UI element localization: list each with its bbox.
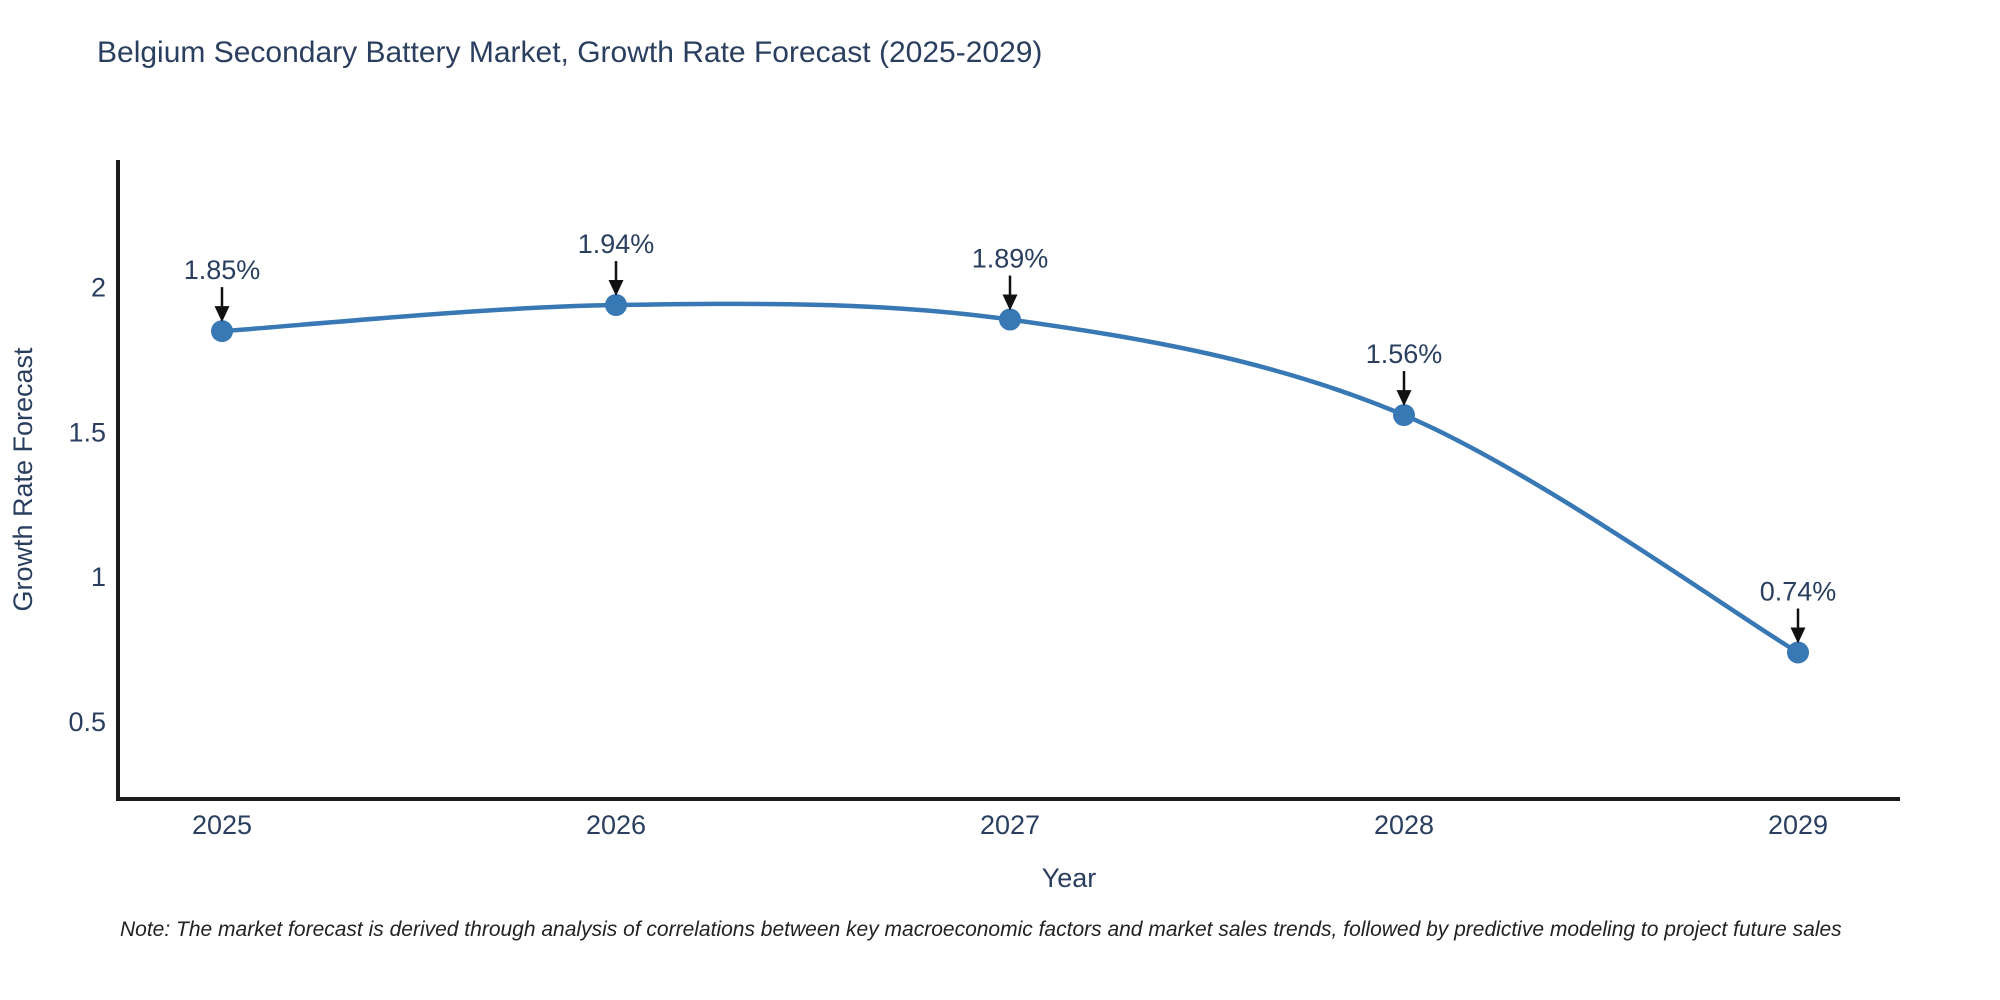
data-point-marker bbox=[999, 308, 1021, 331]
data-point-marker bbox=[1787, 641, 1809, 664]
annotation-label: 1.89% bbox=[972, 244, 1049, 274]
y-tick-label: 1 bbox=[91, 562, 106, 592]
annotation-arrowhead bbox=[214, 306, 230, 323]
x-tick-label: 2029 bbox=[1768, 810, 1828, 840]
annotation-label: 0.74% bbox=[1760, 576, 1837, 606]
y-tick-label: 2 bbox=[91, 273, 106, 303]
y-axis-title: Growth Rate Forecast bbox=[8, 347, 38, 612]
annotation-label: 1.56% bbox=[1366, 339, 1443, 369]
y-tick-label: 1.5 bbox=[68, 417, 106, 447]
x-tick-label: 2027 bbox=[980, 810, 1040, 840]
series-line bbox=[219, 301, 1801, 655]
y-tick-label: 0.5 bbox=[68, 707, 106, 737]
data-point-marker bbox=[605, 294, 627, 317]
annotation-arrowhead bbox=[1790, 627, 1806, 644]
annotation-label: 1.85% bbox=[184, 255, 261, 285]
annotation-arrowhead bbox=[608, 280, 624, 297]
data-point-marker bbox=[1393, 404, 1415, 427]
footnote: Note: The market forecast is derived thr… bbox=[120, 918, 1842, 941]
x-axis-title: Year bbox=[1042, 863, 1097, 893]
chart-title: Belgium Secondary Battery Market, Growth… bbox=[97, 36, 1043, 69]
annotation-label: 1.94% bbox=[578, 229, 655, 259]
x-tick-label: 2026 bbox=[586, 810, 646, 840]
data-point-marker bbox=[211, 320, 233, 343]
annotation-arrowhead bbox=[1396, 390, 1412, 407]
x-tick-label: 2025 bbox=[192, 810, 252, 840]
annotation-arrowhead bbox=[1002, 294, 1018, 311]
x-tick-label: 2028 bbox=[1374, 810, 1434, 840]
